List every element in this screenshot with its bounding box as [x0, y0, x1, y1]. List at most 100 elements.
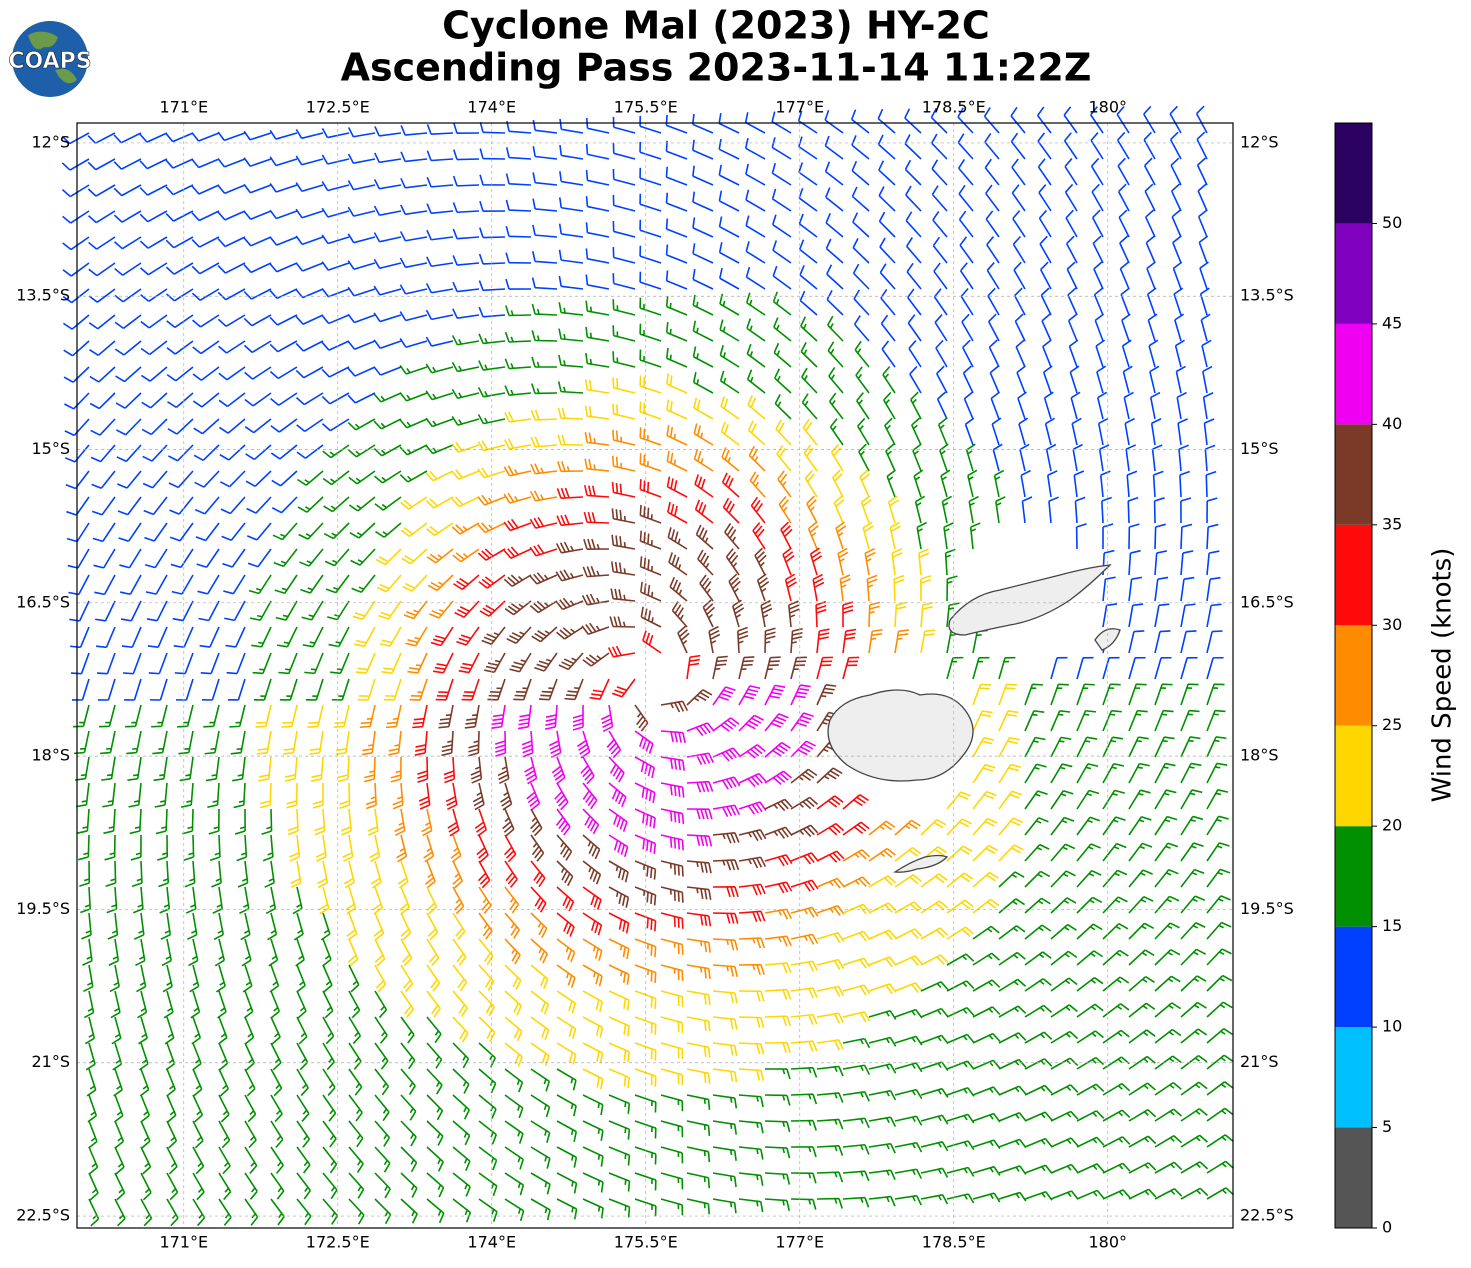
wind-barb: [99, 704, 116, 728]
wind-barb: [1180, 895, 1206, 914]
wind-barb: [639, 323, 662, 342]
wind-barb: [1050, 656, 1068, 680]
wind-barb: [1128, 869, 1153, 888]
wind-barb: [399, 392, 428, 402]
wind-barb: [961, 339, 974, 368]
wind-barb: [920, 873, 948, 888]
wind-barb: [342, 834, 354, 863]
wind-barb: [686, 752, 715, 765]
logo-text: COAPS: [8, 49, 91, 74]
wind-barb: [1199, 287, 1210, 316]
wind-barb: [764, 962, 792, 974]
wind-barb: [307, 704, 324, 728]
wind-barb: [887, 495, 899, 524]
wind-barb: [1095, 339, 1106, 368]
wind-barb: [738, 1172, 764, 1186]
wind-barb: [868, 983, 897, 995]
wind-barb: [435, 678, 454, 701]
wind-barb: [612, 377, 636, 394]
wind-barb: [868, 1142, 896, 1154]
wind-barb: [217, 131, 246, 142]
wind-barb: [374, 470, 402, 484]
wind-barb: [348, 1068, 363, 1096]
x-tick-label: 174°E: [467, 98, 516, 117]
wind-barb: [712, 938, 739, 951]
wind-barb: [686, 1016, 711, 1032]
wind-barb: [274, 574, 298, 595]
wind-barb: [946, 1166, 975, 1177]
wind-barb: [608, 990, 630, 1011]
wind-barb: [946, 1113, 975, 1124]
wind-barb: [399, 257, 428, 269]
wind-barb: [665, 244, 688, 264]
wind-barb: [686, 1094, 711, 1110]
wind-barb: [125, 704, 142, 728]
wind-barb: [1076, 709, 1097, 732]
wind-barb: [1206, 523, 1219, 550]
wind-barb: [585, 222, 610, 238]
wind-barb: [692, 139, 714, 160]
wind-barb: [920, 575, 932, 602]
wind-barb: [1076, 1189, 1105, 1200]
wind-barb: [828, 392, 844, 420]
wind-barb: [504, 331, 532, 343]
wind-barb: [576, 730, 591, 759]
wind-barb: [82, 938, 93, 966]
wind-barb: [1117, 157, 1130, 186]
wind-barb: [556, 834, 573, 861]
wind-barb: [271, 470, 298, 487]
wind-barb: [972, 763, 996, 784]
wind-barb: [639, 453, 662, 472]
wind-barb: [217, 158, 246, 168]
wind-barb: [852, 212, 870, 238]
wind-barb: [556, 1094, 577, 1117]
wind-barb: [361, 730, 376, 756]
wind-barb: [1041, 313, 1052, 342]
wind-barb: [138, 1042, 149, 1071]
wind-barb: [251, 626, 272, 648]
wind-barb: [828, 366, 844, 394]
wind-barb: [585, 353, 610, 368]
wind-barb: [582, 565, 610, 578]
wind-barb: [103, 808, 116, 835]
wind-barb: [718, 164, 740, 186]
wind-barb: [137, 990, 148, 1019]
wind-barb: [195, 522, 220, 542]
wind-barb: [878, 186, 896, 212]
wind-barb: [686, 1172, 711, 1189]
wind-barb: [62, 288, 90, 304]
wind-barb: [218, 1094, 230, 1123]
wind-barb: [452, 1120, 471, 1146]
wind-barb: [854, 340, 870, 368]
wind-barb: [114, 1146, 125, 1175]
wind-barb: [584, 485, 610, 498]
wind-barb: [998, 951, 1026, 966]
wind-barb: [201, 678, 220, 701]
wind-barb: [220, 496, 246, 515]
wind-barb: [1016, 365, 1026, 394]
wind-barb: [478, 1172, 498, 1197]
wind-barb: [114, 288, 142, 303]
wind-barb: [1050, 843, 1076, 862]
wind-barb: [89, 366, 116, 383]
wind-barb: [212, 886, 224, 914]
wind-barb: [665, 322, 688, 342]
wind-barb: [262, 834, 274, 862]
wind-barb: [476, 834, 489, 863]
wind-barb: [816, 1039, 844, 1051]
wind-barb: [221, 522, 246, 541]
wind-barb: [666, 399, 688, 420]
wind-barb: [712, 747, 741, 762]
wind-barb: [1180, 683, 1199, 706]
wind-barb: [1076, 976, 1104, 992]
wind-barb: [452, 175, 480, 187]
wind-barb: [1206, 497, 1218, 524]
wind-barb: [764, 798, 793, 812]
wind-barb: [946, 1033, 975, 1044]
wind-barb: [479, 148, 506, 160]
wind-barb: [557, 407, 584, 420]
wind-barb: [1050, 1057, 1079, 1070]
wind-barb: [1206, 1001, 1233, 1018]
wind-barb: [87, 158, 116, 171]
